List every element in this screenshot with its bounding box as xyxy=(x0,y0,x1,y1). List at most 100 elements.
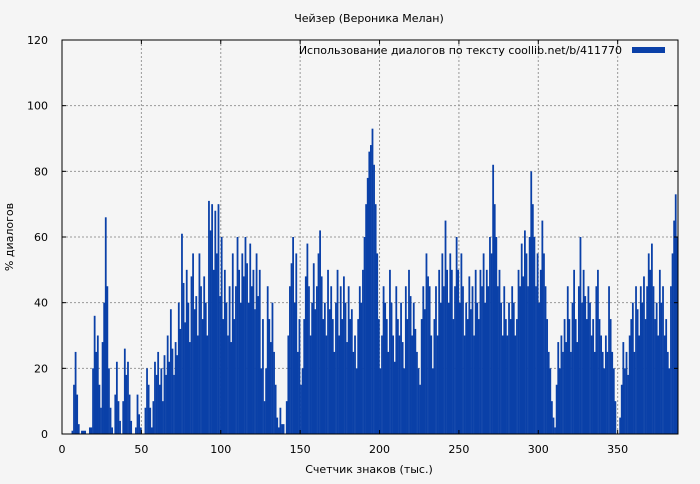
dialog-bar xyxy=(163,355,166,434)
dialog-bar xyxy=(308,286,310,434)
dialog-bar xyxy=(193,309,196,434)
dialog-bar xyxy=(452,319,455,434)
dialog-bar xyxy=(371,128,374,434)
dialog-bar xyxy=(192,253,194,434)
dialog-bar xyxy=(619,417,622,434)
dialog-bar xyxy=(651,243,653,434)
dialog-bar xyxy=(412,302,415,434)
dialog-bar xyxy=(601,351,604,434)
dialog-bar xyxy=(269,342,272,434)
dialog-bar xyxy=(639,286,642,434)
dialog-bar xyxy=(338,335,341,434)
dialog-bar xyxy=(666,351,669,434)
dialog-bar xyxy=(473,335,475,434)
dialog-bar xyxy=(168,361,171,434)
dialog-bar xyxy=(352,351,355,434)
dialog-bar xyxy=(579,237,582,434)
dialog-bar xyxy=(644,319,647,434)
dialog-bar xyxy=(289,286,291,434)
dialog-bar xyxy=(438,269,441,434)
dialog-bar xyxy=(597,269,599,434)
dialog-bar xyxy=(350,309,353,434)
x-tick-label: 300 xyxy=(528,443,549,456)
dialog-bar xyxy=(460,253,463,434)
dialog-bar xyxy=(135,427,137,434)
dialog-bar xyxy=(533,237,536,434)
dialog-bar xyxy=(171,348,174,434)
dialog-bar xyxy=(627,374,629,434)
dialog-bar xyxy=(255,253,258,434)
dialog-bar xyxy=(490,253,493,434)
dialog-bar xyxy=(154,361,156,434)
dialog-bar xyxy=(396,319,399,434)
dialog-bar xyxy=(344,302,347,434)
dialog-bar xyxy=(557,342,560,434)
x-axis-label: Счетчик знаков (тыс.) xyxy=(305,463,433,476)
dialog-bar xyxy=(228,286,231,434)
dialog-bar xyxy=(479,269,482,434)
dialog-bar xyxy=(330,286,333,434)
dialog-bar xyxy=(668,368,671,434)
dialog-bar xyxy=(538,302,541,434)
dialog-bar xyxy=(125,374,128,434)
legend-swatch xyxy=(632,47,665,53)
dialog-bar xyxy=(189,342,191,434)
dialog-bar xyxy=(511,286,514,434)
dialog-bar xyxy=(560,335,563,434)
dialog-bar xyxy=(335,302,337,434)
dialog-bar xyxy=(571,302,574,434)
dialog-bar xyxy=(568,319,571,434)
dialog-bar xyxy=(414,328,417,434)
dialog-bar xyxy=(300,384,302,434)
dialog-bar xyxy=(331,319,334,434)
dialog-bar xyxy=(462,286,464,434)
dialog-bar xyxy=(431,368,434,434)
dialog-bar xyxy=(470,309,472,434)
dialog-bar xyxy=(149,407,152,434)
dialog-bar xyxy=(225,302,228,434)
dialog-bar xyxy=(304,276,307,434)
dialog-bar xyxy=(179,328,182,434)
dialog-bar xyxy=(427,276,429,434)
dialog-bar xyxy=(360,302,363,434)
dialog-bar xyxy=(314,309,317,434)
dialog-bar xyxy=(285,401,288,434)
dialog-bar xyxy=(127,361,129,434)
dialog-bar xyxy=(504,319,507,434)
dialog-bar xyxy=(130,420,133,434)
dialog-bar xyxy=(527,286,529,434)
dialog-bar xyxy=(368,151,371,434)
dialog-bar xyxy=(211,204,214,434)
dialog-bar xyxy=(585,319,588,434)
dialog-bar xyxy=(392,335,395,434)
dialog-bar xyxy=(492,164,495,434)
dialog-bar xyxy=(103,302,106,434)
legend-label: Использование диалогов по тексту coollib… xyxy=(299,44,622,57)
dialog-bar xyxy=(441,253,444,434)
dialog-bar xyxy=(389,269,391,434)
dialog-bar xyxy=(422,286,425,434)
dialog-bar xyxy=(150,427,153,434)
dialog-bar xyxy=(341,319,344,434)
dialog-bar xyxy=(363,237,366,434)
dialog-bar xyxy=(274,384,277,434)
dialog-bar xyxy=(157,351,160,434)
dialog-bar xyxy=(166,335,169,434)
dialog-bar xyxy=(319,230,321,434)
dialog-bar xyxy=(303,319,306,434)
dialog-bar xyxy=(236,237,239,434)
dialog-bar xyxy=(146,368,148,434)
dialog-bar xyxy=(385,319,388,434)
dialog-bar xyxy=(219,296,221,434)
dialog-bar xyxy=(238,269,241,434)
dialog-bar xyxy=(268,319,271,434)
dialog-bar xyxy=(484,302,487,434)
dialog-bar xyxy=(325,335,328,434)
dialog-bar xyxy=(374,204,377,434)
dialog-bar xyxy=(198,253,201,434)
dialog-bar xyxy=(595,286,598,434)
dialog-bar xyxy=(657,335,660,434)
dialog-bar xyxy=(139,427,142,434)
dialog-bar xyxy=(444,220,447,434)
dialog-bar xyxy=(295,253,298,434)
